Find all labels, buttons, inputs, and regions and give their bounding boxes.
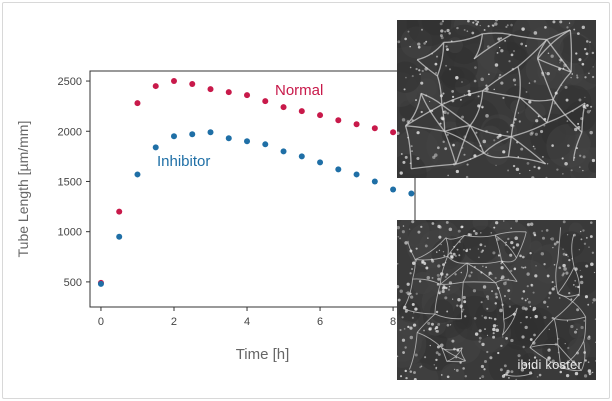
point-inhibitor-10 <box>280 148 287 155</box>
y-tick-label-1000: 1000 <box>58 227 82 239</box>
point-normal-7 <box>225 89 232 96</box>
point-inhibitor-9 <box>262 141 269 148</box>
micrograph-inhibitor: ibidi koster <box>397 220 596 380</box>
y-tick-label-1500: 1500 <box>58 176 82 188</box>
point-inhibitor-15 <box>371 178 378 185</box>
point-normal-12 <box>317 112 324 119</box>
point-inhibitor-8 <box>244 138 251 145</box>
point-inhibitor-5 <box>189 131 196 138</box>
point-inhibitor-14 <box>353 171 360 178</box>
point-normal-9 <box>262 98 269 105</box>
micrograph-normal <box>397 20 596 178</box>
x-tick-label-6: 6 <box>317 316 323 328</box>
point-normal-6 <box>207 86 214 93</box>
x-tick-label-8: 8 <box>390 316 396 328</box>
point-normal-3 <box>152 83 159 90</box>
point-inhibitor-13 <box>335 166 342 173</box>
point-normal-5 <box>189 81 196 88</box>
point-inhibitor-16 <box>390 186 397 193</box>
y-tick-label-500: 500 <box>64 277 82 289</box>
legend-inhibitor: Inhibitor <box>157 153 210 170</box>
x-tick-label-2: 2 <box>171 316 177 328</box>
point-inhibitor-4 <box>170 133 177 140</box>
micrograph-inhibitor-image <box>397 220 596 380</box>
point-inhibitor-6 <box>207 129 214 136</box>
point-inhibitor-3 <box>152 144 159 151</box>
point-inhibitor-1 <box>116 233 123 240</box>
point-inhibitor-17 <box>408 190 415 197</box>
legend-normal: Normal <box>275 82 323 99</box>
chart-labels: 0 2 4 6 8 500 1000 1500 2000 2500 Time [h] Tube Len… <box>15 76 396 363</box>
y-tick-label-2500: 2500 <box>58 76 82 88</box>
chart-marks <box>97 78 415 287</box>
point-normal-4 <box>170 78 177 85</box>
watermark: ibidi koster <box>517 357 582 372</box>
point-normal-2 <box>134 100 141 107</box>
point-normal-11 <box>298 108 305 115</box>
y-tick-label-2000: 2000 <box>58 126 82 138</box>
plot-frame <box>89 70 416 308</box>
point-inhibitor-2 <box>134 171 141 178</box>
point-normal-1 <box>116 208 123 215</box>
point-inhibitor-12 <box>317 159 324 166</box>
y-axis-label: Tube Length [µm/mm] <box>15 121 31 258</box>
point-inhibitor-11 <box>298 153 305 160</box>
x-axis-label: Time [h] <box>236 346 290 363</box>
point-normal-13 <box>335 117 342 124</box>
x-tick-label-0: 0 <box>98 316 104 328</box>
point-normal-16 <box>390 129 397 136</box>
point-inhibitor-7 <box>225 135 232 142</box>
point-normal-15 <box>371 125 378 132</box>
point-inhibitor-0 <box>97 280 104 287</box>
point-normal-14 <box>353 121 360 128</box>
micrograph-normal-image <box>397 20 596 178</box>
x-tick-label-4: 4 <box>244 316 250 328</box>
point-normal-8 <box>244 92 251 99</box>
point-normal-10 <box>280 104 287 111</box>
chart-axes <box>86 70 416 311</box>
